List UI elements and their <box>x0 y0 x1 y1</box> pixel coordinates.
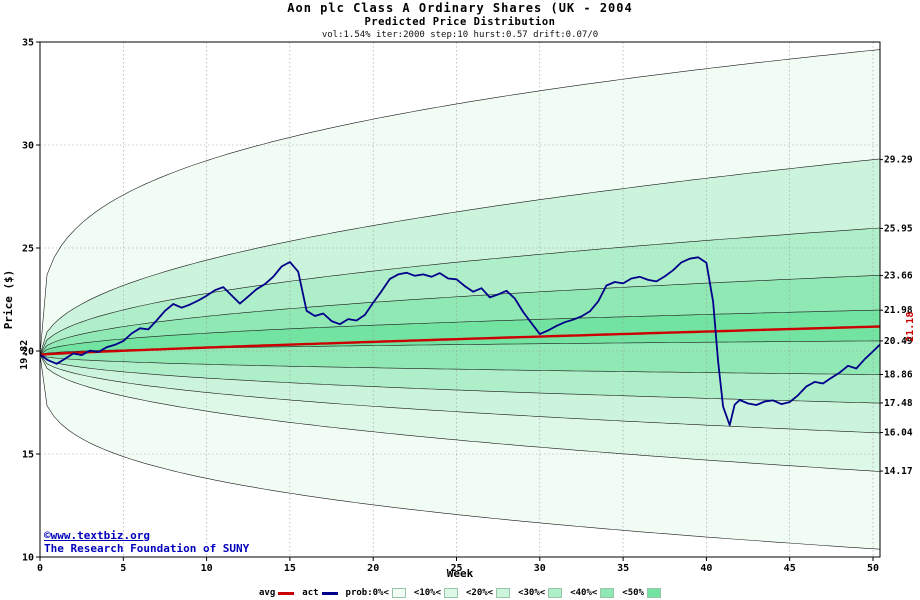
svg-text:16.04: 16.04 <box>884 428 913 439</box>
legend-line-sample <box>278 591 295 595</box>
svg-text:0: 0 <box>37 563 43 574</box>
svg-text:35: 35 <box>617 563 629 574</box>
legend-item-30: <30%< <box>518 588 563 598</box>
actual-price-line <box>40 256 880 427</box>
legend-item-20: <20%< <box>466 588 511 598</box>
legend-item-50: <50% <box>622 588 661 598</box>
legend-label: <50% <box>622 588 644 598</box>
svg-text:30: 30 <box>534 563 546 574</box>
svg-text:35: 35 <box>22 38 34 49</box>
copyright-org: The Research Foundation of SUNY <box>44 542 250 555</box>
x-axis-title: Week <box>447 567 474 580</box>
legend-line-sample <box>321 591 338 595</box>
legend-color-swatch <box>600 588 615 598</box>
y-axis-title: Price ($) <box>2 270 15 330</box>
svg-text:29.29: 29.29 <box>884 155 913 166</box>
svg-text:15: 15 <box>22 450 34 461</box>
legend-label: prob:0%< <box>345 588 389 598</box>
legend-color-swatch <box>391 588 406 598</box>
start-price-label: 19.82 <box>19 340 30 370</box>
legend-color-swatch <box>444 588 458 598</box>
legend-item-40: <40%< <box>570 588 615 598</box>
svg-text:18.86: 18.86 <box>884 369 913 380</box>
legend-label: <10%< <box>413 588 441 598</box>
svg-text:40: 40 <box>700 563 712 574</box>
legend-label: <40%< <box>570 588 598 598</box>
svg-text:25: 25 <box>450 563 462 574</box>
avg-end-label: 21.18 <box>905 312 916 342</box>
legend-item-prob-0: prob:0%< <box>346 588 406 598</box>
svg-text:45: 45 <box>784 563 796 574</box>
band-boundary-lines <box>40 49 880 550</box>
avg-line <box>40 325 880 356</box>
plot-frame <box>39 41 881 558</box>
legend-item-act: act <box>302 588 338 598</box>
svg-text:20: 20 <box>22 347 34 358</box>
svg-text:30: 30 <box>22 141 34 152</box>
legend-item-10: <10%< <box>414 588 458 598</box>
chart-header: Aon plc Class A Ordinary Shares (UK - 20… <box>0 1 920 40</box>
svg-text:10: 10 <box>22 553 34 564</box>
copyright-link[interactable]: ©www.textbiz.org <box>44 529 150 542</box>
svg-text:15: 15 <box>284 563 296 574</box>
svg-text:10: 10 <box>201 563 213 574</box>
legend: avg act prob:0%< <10%< <20%< <30%< <40%< <50% <box>0 588 920 598</box>
svg-text:20: 20 <box>367 563 379 574</box>
legend-item-avg: avg <box>259 588 295 598</box>
legend-color-swatch <box>548 588 563 598</box>
chart-title: Aon plc Class A Ordinary Shares (UK - 20… <box>287 1 633 15</box>
legend-label: act <box>302 588 319 598</box>
svg-text:14.17: 14.17 <box>884 466 913 477</box>
legend-color-swatch <box>496 588 511 598</box>
probability-bands <box>40 49 880 550</box>
legend-label: <30%< <box>518 588 546 598</box>
svg-text:25.95: 25.95 <box>884 223 913 234</box>
axis-labels: 0 5 10 15 20 25 30 35 40 45 50 10 15 20 25 30 35 Week Pric… <box>2 38 879 581</box>
svg-text:50: 50 <box>867 563 879 574</box>
svg-text:20.49: 20.49 <box>884 336 913 347</box>
svg-text:5: 5 <box>120 563 126 574</box>
legend-label: <20%< <box>466 588 494 598</box>
legend-color-swatch <box>646 588 661 598</box>
svg-text:23.66: 23.66 <box>884 271 913 282</box>
legend-label: avg <box>259 588 276 598</box>
svg-text:17.48: 17.48 <box>884 398 913 409</box>
right-band-labels: 29.29 25.95 23.66 21.98 20.49 18.86 17.48 16.04… <box>19 155 916 477</box>
svg-text:25: 25 <box>22 244 34 255</box>
chart-subtitle: Predicted Price Distribution <box>364 16 556 28</box>
copyright-block: ©www.textbiz.org The Research Foundation… <box>44 529 249 555</box>
chart-params: vol:1.54% iter:2000 step:10 hurst:0.57 d… <box>321 30 599 40</box>
svg-text:21.98: 21.98 <box>884 305 913 316</box>
